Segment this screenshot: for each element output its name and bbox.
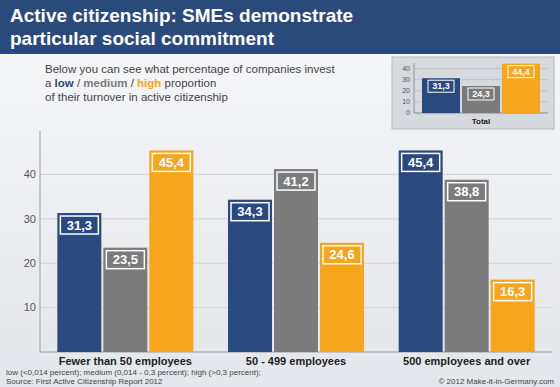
bars [422, 64, 540, 113]
y-tick-label: 10 [24, 301, 36, 313]
legend-word: medium [83, 77, 127, 89]
data-label-box [231, 203, 269, 221]
data-label-box [323, 246, 361, 264]
data-label: 31,3 [432, 81, 450, 91]
data-label-box [428, 80, 454, 92]
subtitle: of their turnover in active citizenship [45, 91, 228, 103]
subtitle-part: / [127, 77, 137, 89]
note: low (<0,014 percent); medium (0,014 - 0,… [6, 368, 261, 377]
data-label: 41,2 [283, 174, 308, 189]
data-label-box [277, 172, 315, 190]
data-label-box [494, 283, 532, 301]
bar [445, 180, 489, 352]
data-label-box [448, 183, 486, 201]
data-label-box [106, 251, 144, 269]
data-label: 44,4 [512, 67, 530, 77]
title: particular social commitment [10, 28, 275, 49]
bar [399, 150, 443, 352]
y-tick-label: 0 [406, 109, 410, 116]
bar [103, 248, 147, 352]
data-label: 16,3 [500, 284, 525, 299]
bar [149, 150, 193, 352]
credit: © 2012 Make-it-in-Germany.com [438, 377, 554, 386]
bars [57, 150, 534, 352]
data-label: 45,4 [159, 155, 185, 170]
y-tick-label: 30 [24, 213, 36, 225]
subtitle-part: proportion [161, 77, 216, 89]
y-tick-label: 20 [24, 257, 36, 269]
chart-svg: Active citizenship: SMEs demonstratepart… [0, 0, 560, 387]
subtitle-part: / [74, 77, 84, 89]
data-label-box [152, 153, 190, 171]
y-tick-label: 20 [402, 87, 410, 94]
chart-group: 10 20 30 40 31,3 23,5 45,4 34,3 41,2 24,6 45,4 38,8… [24, 130, 552, 367]
x-tick-label: Fewer than 50 employees [59, 355, 192, 367]
legend-word: high [137, 77, 161, 89]
title: Active citizenship: SMEs demonstrate [10, 5, 353, 26]
bar [462, 86, 500, 113]
data-label-box [402, 153, 440, 171]
bar [228, 200, 272, 352]
bar [502, 64, 540, 113]
data-labels: 31,3 23,5 45,4 34,3 41,2 24,6 45,4 38,8 16,3 [60, 153, 531, 300]
chart-root: Active citizenship: SMEs demonstratepart… [0, 0, 560, 387]
inset-frame [392, 57, 554, 129]
note: Source: First Active Citizenship Report … [6, 377, 163, 386]
legend-word: low [55, 77, 74, 89]
data-label-box [468, 88, 494, 100]
subtitle-part: Below you can see what percentage of com… [45, 63, 335, 75]
data-label: 31,3 [67, 218, 92, 233]
x-tick-label: Total [472, 117, 491, 126]
data-label: 38,8 [454, 184, 479, 199]
header-band [0, 0, 560, 54]
bar [320, 243, 364, 352]
data-label: 23,5 [113, 252, 138, 267]
bar [57, 213, 101, 352]
bar [274, 169, 318, 352]
data-label: 45,4 [408, 155, 434, 170]
x-tick-label: 50 - 499 employees [246, 355, 346, 367]
chart-group: 0 10 20 30 40 31,3 24,3 44,4 Total [402, 63, 548, 126]
background [0, 0, 560, 387]
data-label-box [60, 216, 98, 234]
y-tick-label: 40 [24, 168, 36, 180]
y-axis [414, 63, 415, 113]
data-label-box [508, 66, 534, 78]
subtitle: Below you can see what percentage of com… [45, 63, 335, 75]
data-label: 24,6 [329, 247, 354, 262]
subtitle-part: a [45, 77, 55, 89]
x-tick-label: 500 employees and over [403, 355, 531, 367]
data-label: 24,3 [472, 89, 490, 99]
subtitle: a low / medium / high proportion [45, 77, 216, 89]
bar [422, 78, 460, 113]
y-tick-label: 30 [402, 76, 410, 83]
bar [491, 280, 535, 352]
y-tick-label: 10 [402, 98, 410, 105]
subtitle-part: of their turnover in active citizenship [45, 91, 228, 103]
y-axis [40, 130, 41, 352]
data-labels: 31,3 24,3 44,4 [428, 66, 534, 100]
y-tick-label: 40 [402, 65, 410, 72]
data-label: 34,3 [237, 204, 262, 219]
